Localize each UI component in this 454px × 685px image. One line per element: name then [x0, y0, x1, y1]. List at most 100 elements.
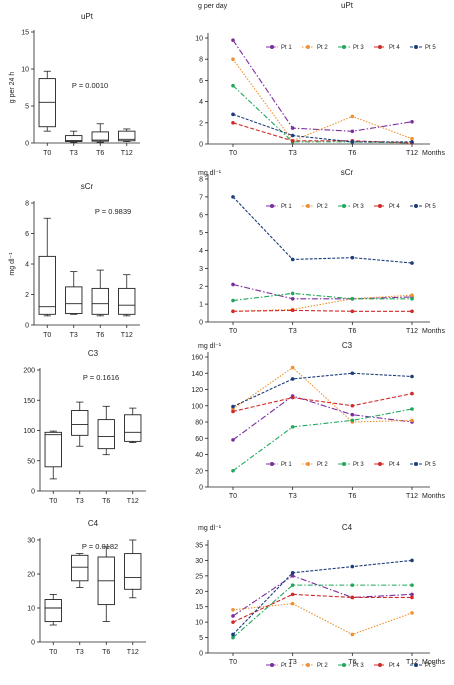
data-point — [231, 632, 235, 637]
data-point — [290, 583, 295, 587]
legend-swatch-marker — [414, 204, 418, 208]
data-point — [410, 374, 414, 379]
y-tick-label: 8 — [199, 177, 203, 184]
data-point — [231, 309, 235, 314]
legend-swatch-marker — [378, 45, 382, 49]
y-tick-label: 2 — [25, 292, 29, 299]
y-tick-label: 50 — [27, 458, 35, 465]
data-point — [410, 595, 414, 600]
legend-swatch-marker — [306, 45, 310, 49]
y-tick-label: 5 — [199, 635, 203, 642]
data-point — [350, 632, 355, 637]
y-tick-label: 0 — [31, 640, 35, 647]
data-point — [410, 293, 414, 297]
y-tick-label: 150 — [23, 398, 35, 405]
data-point — [350, 418, 355, 423]
line-chart-title: uPt — [341, 1, 354, 10]
data-point — [231, 438, 235, 442]
data-point — [410, 391, 414, 396]
legend-entry: Pt 1 — [281, 204, 292, 210]
y-tick-label: 80 — [195, 420, 203, 427]
x-tick-label: T3 — [289, 150, 297, 157]
y-axis-label: mg dl⁻¹ — [198, 343, 222, 350]
x-tick-label: T6 — [348, 493, 356, 500]
data-point — [410, 261, 414, 265]
y-tick-label: 10 — [195, 620, 203, 627]
series-line — [232, 372, 413, 408]
x-tick-label: T3 — [76, 498, 84, 505]
x-tick-label: T0 — [43, 150, 51, 157]
data-point — [231, 38, 235, 42]
line-chart-title: C3 — [342, 341, 353, 350]
x-tick-label: T3 — [70, 332, 78, 339]
y-tick-label: 200 — [23, 368, 35, 375]
legend-swatch-marker — [342, 204, 346, 208]
box-iqr — [38, 255, 56, 315]
legend-swatch-marker — [378, 462, 382, 466]
y-tick-label: 100 — [191, 403, 203, 410]
series-line — [232, 366, 413, 423]
y-tick-label: 25 — [195, 573, 203, 580]
x-tick-label: T0 — [49, 498, 57, 505]
y-tick-label: 6 — [199, 78, 203, 85]
series-line — [232, 603, 413, 636]
box-iqr — [44, 431, 62, 468]
x-tick-label: T12 — [406, 493, 418, 500]
y-tick-label: 2 — [199, 284, 203, 291]
legend-swatch-marker — [270, 663, 274, 667]
data-point — [350, 140, 355, 144]
x-tick-label: T12 — [406, 659, 418, 666]
y-tick-label: 40 — [195, 452, 203, 459]
data-point — [350, 371, 355, 376]
y-tick-label: 0 — [199, 320, 203, 327]
legend-swatch-marker — [270, 204, 274, 208]
y-tick-label: 7 — [199, 194, 203, 201]
legend-swatch-marker — [378, 663, 382, 667]
y-tick-label: 160 — [191, 355, 203, 362]
data-point — [350, 129, 355, 134]
y-axis-label: g per 24 h — [9, 72, 16, 104]
y-tick-label: 4 — [199, 248, 203, 255]
legend-entry: Pt 1 — [281, 462, 292, 468]
legend-swatch-marker — [342, 462, 346, 466]
x-tick-label: T12 — [127, 498, 139, 505]
y-tick-label: 3 — [199, 266, 203, 273]
series-line — [232, 593, 412, 623]
legend-swatch-marker — [414, 462, 418, 466]
box-chart-title: sCr — [81, 182, 94, 191]
legend-entry: Pt 4 — [389, 204, 400, 210]
y-tick-label: 2 — [199, 120, 203, 127]
data-point — [290, 425, 295, 429]
box-iqr — [118, 287, 136, 315]
x-tick-label: T0 — [49, 649, 57, 656]
data-point — [231, 195, 235, 199]
data-point — [290, 365, 295, 370]
data-point — [350, 583, 355, 587]
y-tick-label: 8 — [199, 57, 203, 64]
data-point — [410, 119, 414, 124]
box-iqr — [71, 410, 89, 436]
data-point — [350, 412, 355, 417]
x-tick-label: T12 — [121, 150, 133, 157]
data-point — [231, 404, 235, 409]
p-value-label: P = 0.1616 — [83, 373, 119, 382]
line-chart-title: sCr — [341, 168, 354, 177]
data-point — [350, 564, 355, 569]
y-axis-label: mg dl⁻¹ — [198, 525, 222, 532]
legend-swatch-marker — [342, 663, 346, 667]
data-point — [290, 139, 295, 143]
x-tick-label: T3 — [76, 649, 84, 656]
legend-swatch-marker — [378, 204, 382, 208]
data-point — [231, 121, 235, 125]
p-value-label: P = 0.9839 — [95, 207, 131, 216]
y-tick-label: 20 — [27, 572, 35, 579]
y-tick-label: 10 — [21, 67, 29, 74]
x-tick-label: T12 — [127, 649, 139, 656]
legend-entry: Pt 4 — [389, 45, 400, 51]
series-line — [232, 196, 413, 264]
y-tick-label: 0 — [199, 651, 203, 658]
y-axis-label: mg dl⁻¹ — [198, 170, 222, 177]
series-line — [232, 85, 413, 144]
y-tick-label: 0 — [199, 142, 203, 149]
